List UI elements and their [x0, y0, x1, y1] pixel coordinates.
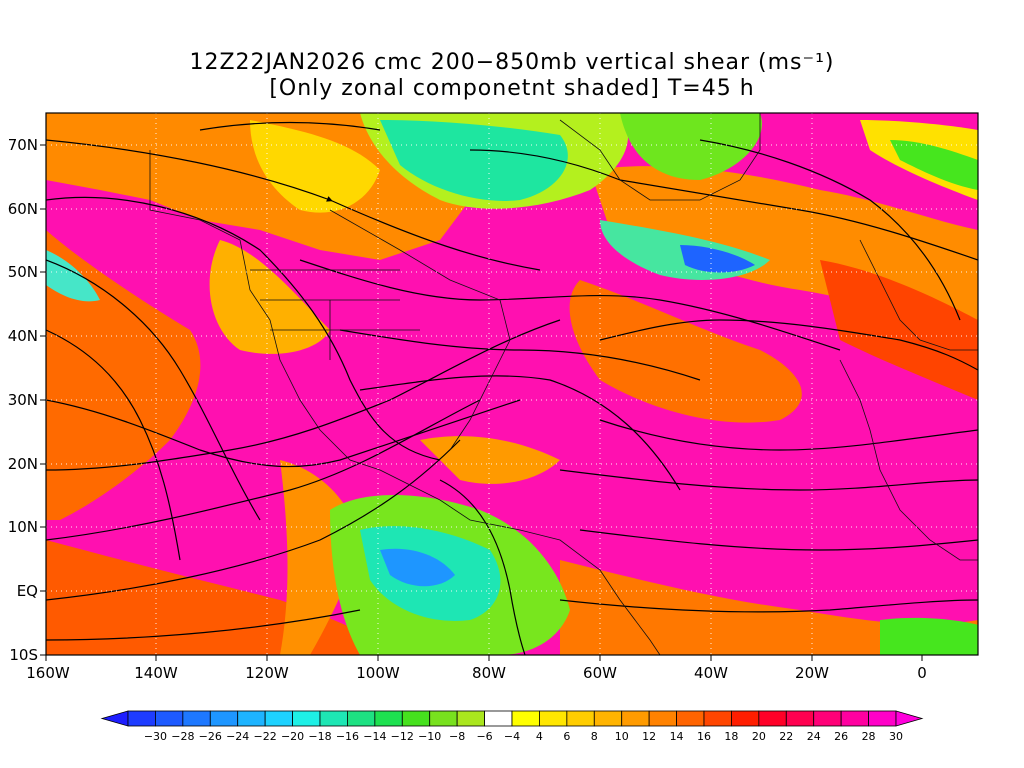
- chart-title-line1: 12Z22JAN2026 cmc 200−850mb vertical shea…: [189, 50, 835, 75]
- colorbar-label: −22: [254, 730, 277, 743]
- lat-label: 60N: [8, 200, 38, 218]
- colorbar-swatch: [676, 710, 705, 727]
- lat-label: 40N: [8, 327, 38, 345]
- colorbar-label: 26: [834, 730, 848, 743]
- colorbar: −30 −28 −26 −24 −22 −20 −18 −16 −14 −12 −10 −8 −6 −4 4…: [100, 710, 924, 743]
- colorbar-swatch: [566, 710, 595, 727]
- colorbar-label: 8: [591, 730, 598, 743]
- lon-label: 140W: [134, 664, 178, 682]
- lon-label: 0: [917, 664, 927, 682]
- colorbar-swatch: [539, 710, 568, 727]
- lon-label: 20W: [795, 664, 829, 682]
- colorbar-swatch: [237, 710, 266, 727]
- colorbar-label: 4: [536, 730, 543, 743]
- colorbar-swatch: [456, 710, 485, 727]
- colorbar-swatch: [182, 710, 211, 727]
- colorbar-label: −24: [226, 730, 249, 743]
- colorbar-label: 30: [889, 730, 903, 743]
- colorbar-label: 12: [642, 730, 656, 743]
- lat-label: 30N: [8, 391, 38, 409]
- lat-label: EQ: [17, 582, 38, 600]
- colorbar-label: 24: [807, 730, 821, 743]
- colorbar-label: −18: [308, 730, 331, 743]
- shaded-field: [46, 113, 978, 655]
- colorbar-label: 16: [697, 730, 711, 743]
- colorbar-label: −14: [363, 730, 386, 743]
- colorbar-swatch: [703, 710, 732, 727]
- colorbar-swatch: [209, 710, 239, 727]
- colorbar-swatch: [621, 710, 650, 727]
- lon-label: 100W: [356, 664, 400, 682]
- lat-label: 20N: [8, 455, 38, 473]
- colorbar-swatch: [155, 710, 184, 727]
- colorbar-swatch: [319, 710, 348, 727]
- colorbar-label: −16: [336, 730, 359, 743]
- colorbar-underflow: [100, 710, 129, 727]
- colorbar-label: −28: [171, 730, 194, 743]
- lon-label: 160W: [26, 664, 70, 682]
- lon-label: 40W: [694, 664, 728, 682]
- colorbar-swatch: [264, 710, 293, 727]
- coastlines: [149, 113, 978, 655]
- colorbar-swatch: [758, 710, 787, 727]
- lat-label: 10N: [8, 518, 38, 536]
- colorbar-overflow: [895, 710, 924, 727]
- colorbar-label: −20: [281, 730, 304, 743]
- colorbar-swatch: [648, 710, 677, 727]
- lon-label: 80W: [472, 664, 506, 682]
- colorbar-label: 28: [862, 730, 876, 743]
- colorbar-label: 10: [615, 730, 629, 743]
- colorbar-swatch: [347, 710, 376, 727]
- gridlines: [46, 113, 978, 655]
- colorbar-swatch: [127, 710, 156, 727]
- chart-title-line2: [Only zonal componetnt shaded] T=45 h: [269, 76, 755, 101]
- plot-frame: [45, 112, 979, 656]
- colorbar-label: −26: [199, 730, 222, 743]
- colorbar-label: −10: [418, 730, 441, 743]
- colorbar-swatch: [401, 710, 431, 727]
- colorbar-label: 22: [779, 730, 793, 743]
- colorbar-swatch: [292, 710, 321, 727]
- lon-label: 60W: [583, 664, 617, 682]
- lat-label: 50N: [8, 263, 38, 281]
- colorbar-label: −6: [476, 730, 492, 743]
- colorbar-swatch: [840, 710, 869, 727]
- colorbar-swatch: [868, 710, 897, 727]
- colorbar-swatch: [731, 710, 760, 727]
- lon-label: 120W: [245, 664, 289, 682]
- streamlines: [46, 121, 978, 655]
- colorbar-swatch: [484, 710, 513, 727]
- colorbar-label: 6: [563, 730, 570, 743]
- colorbar-label: −30: [144, 730, 167, 743]
- colorbar-label: 18: [724, 730, 738, 743]
- colorbar-swatch: [374, 710, 403, 727]
- lat-label: 70N: [8, 136, 38, 154]
- lat-label: 10S: [9, 646, 38, 664]
- colorbar-label: −8: [449, 730, 465, 743]
- colorbar-swatch: [593, 710, 623, 727]
- colorbar-swatch: [429, 710, 458, 727]
- colorbar-label: 20: [752, 730, 766, 743]
- colorbar-label: −12: [391, 730, 414, 743]
- colorbar-label: −4: [504, 730, 520, 743]
- colorbar-swatch: [813, 710, 842, 727]
- colorbar-label: 14: [670, 730, 684, 743]
- colorbar-swatch: [785, 710, 815, 727]
- colorbar-swatch: [511, 710, 540, 727]
